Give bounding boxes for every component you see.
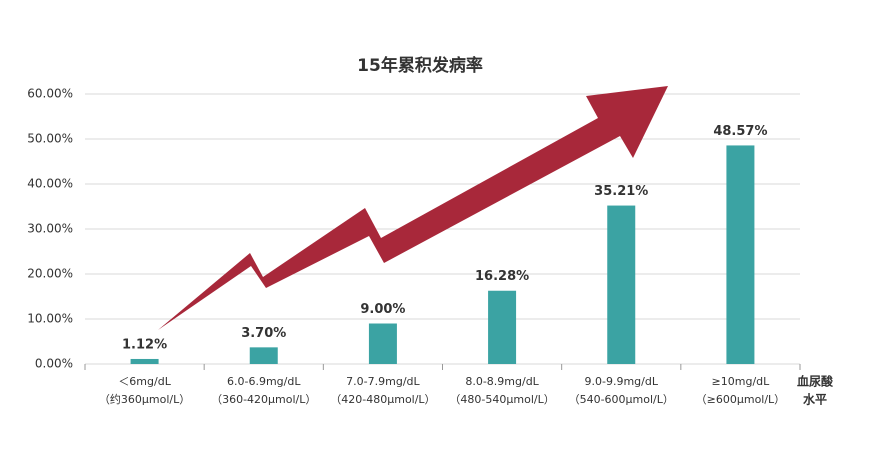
y-tick-label: 40.00% (27, 177, 73, 191)
x-tick-label: 9.0-9.9mg/dL (585, 375, 659, 388)
x-tick-label: （540-600μmol/L） (569, 393, 674, 406)
y-tick-label: 50.00% (27, 132, 73, 146)
x-tick-label: ≥10mg/dL (712, 375, 771, 388)
value-label: 1.12% (122, 337, 167, 352)
y-tick-label: 0.00% (35, 357, 73, 371)
x-tick-label: ＜6mg/dL (118, 375, 171, 388)
trend-arrow (158, 86, 668, 330)
y-tick-label: 30.00% (27, 222, 73, 236)
value-label: 35.21% (594, 184, 648, 199)
x-tick-label: （420-480μmol/L） (330, 393, 435, 406)
x-tick-label: （480-540μmol/L） (449, 393, 554, 406)
bar (607, 205, 636, 364)
x-tick-label: 7.0-7.9mg/dL (346, 375, 420, 388)
bar (726, 145, 755, 364)
value-label: 48.57% (713, 124, 767, 139)
y-tick-label: 10.00% (27, 312, 73, 326)
x-tick-label: （360-420μmol/L） (211, 393, 316, 406)
bar (488, 290, 517, 364)
bar (249, 347, 278, 364)
bar (368, 323, 397, 364)
y-tick-label: 60.00% (27, 87, 73, 101)
value-label: 9.00% (360, 302, 405, 317)
x-tick-label: 6.0-6.9mg/dL (227, 375, 301, 388)
x-tick-label: （约360μmol/L） (99, 393, 190, 406)
x-tick-label: （≥600μmol/L） (696, 393, 786, 406)
value-label: 3.70% (241, 326, 286, 341)
y-tick-label: 20.00% (27, 267, 73, 281)
bar (130, 358, 159, 364)
x-tick-label: 8.0-8.9mg/dL (465, 375, 539, 388)
x-axis-label: 血尿酸 (797, 374, 834, 389)
chart-title: 15年累积发病率 (357, 55, 483, 76)
x-axis-label: 水平 (803, 392, 827, 407)
value-label: 16.28% (475, 269, 529, 284)
